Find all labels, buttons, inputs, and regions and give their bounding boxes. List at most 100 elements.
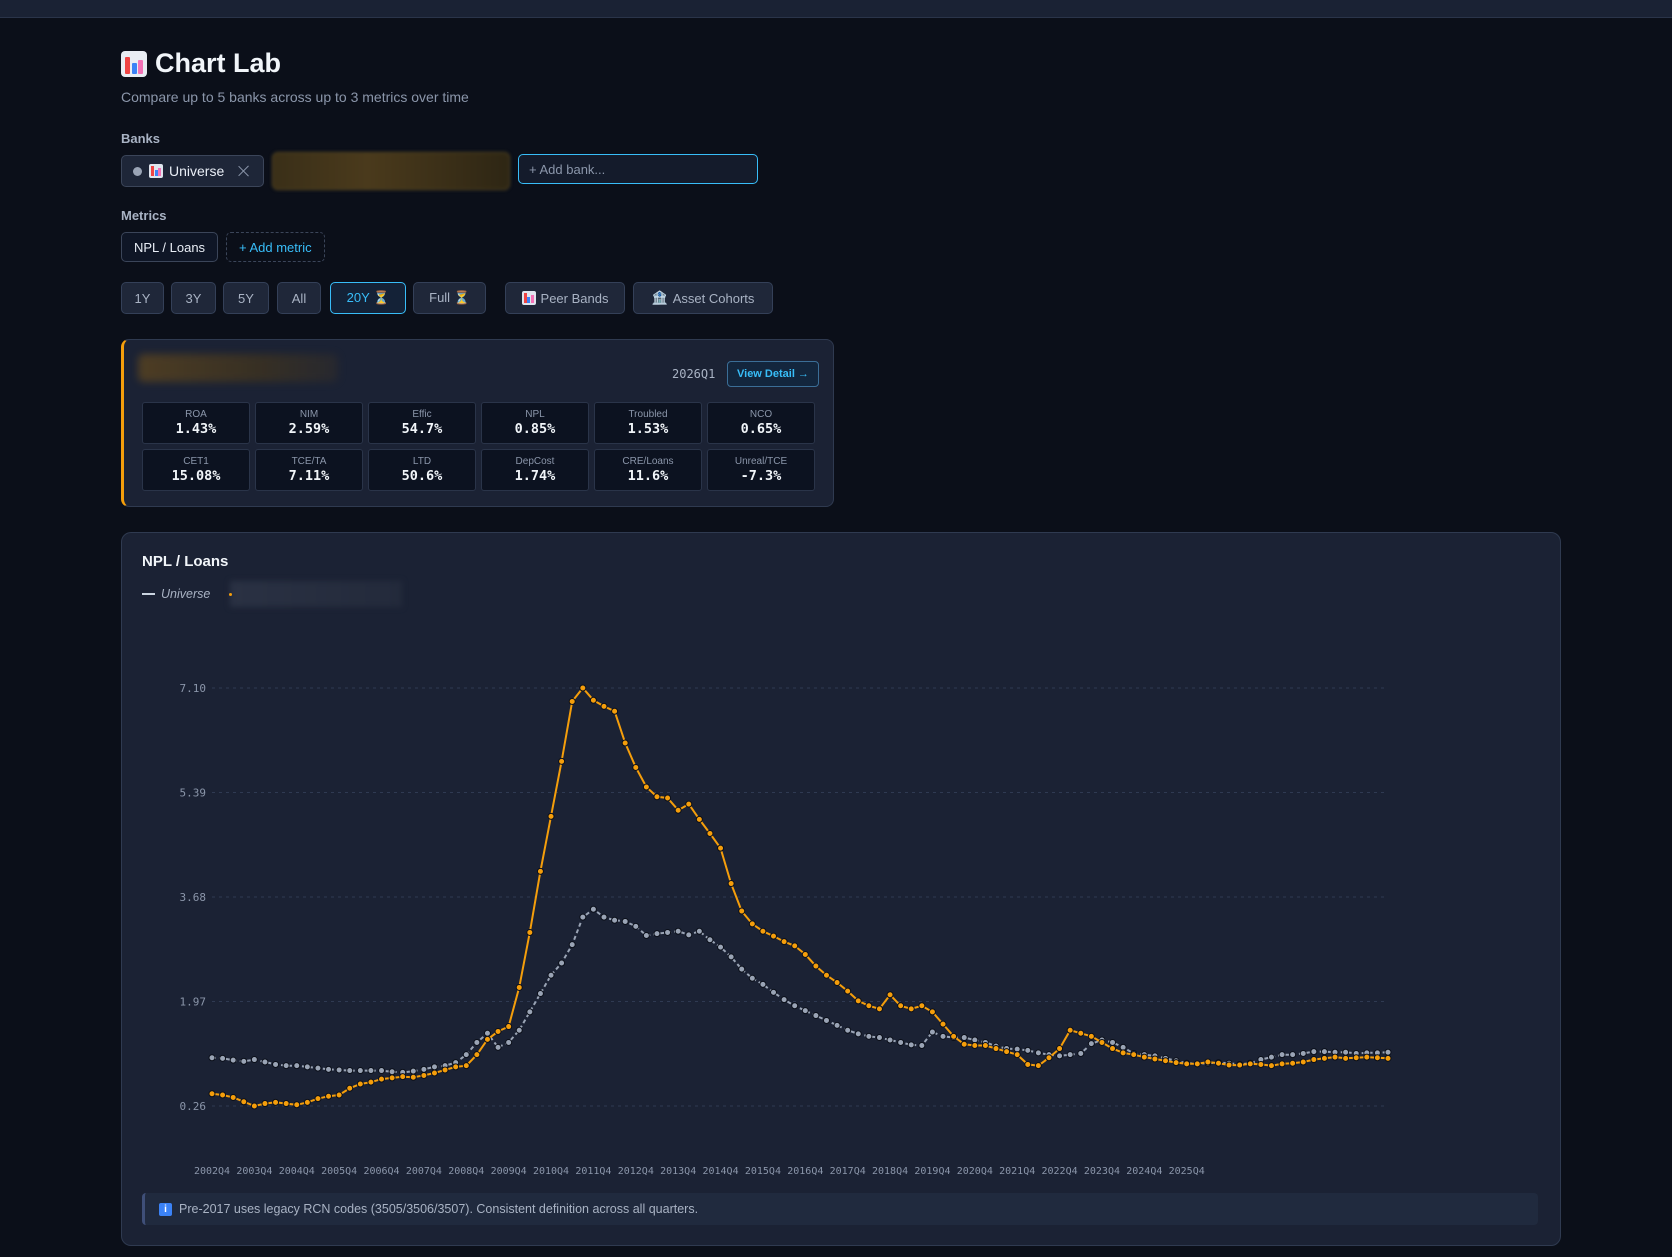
data-point[interactable] bbox=[420, 1065, 428, 1073]
data-point[interactable] bbox=[907, 1041, 915, 1049]
data-point[interactable] bbox=[250, 1056, 258, 1064]
data-point[interactable] bbox=[875, 1034, 883, 1042]
data-point[interactable] bbox=[568, 941, 576, 949]
data-point[interactable] bbox=[462, 1051, 470, 1059]
data-point[interactable] bbox=[759, 980, 767, 988]
data-point[interactable] bbox=[452, 1063, 460, 1071]
data-point[interactable] bbox=[632, 763, 640, 771]
data-point[interactable] bbox=[770, 988, 778, 996]
data-point[interactable] bbox=[1225, 1061, 1233, 1069]
data-point[interactable] bbox=[272, 1060, 280, 1068]
data-point[interactable] bbox=[918, 1042, 926, 1049]
data-point[interactable] bbox=[1045, 1054, 1053, 1062]
data-point[interactable] bbox=[282, 1100, 290, 1108]
data-point[interactable] bbox=[812, 962, 820, 970]
data-point[interactable] bbox=[505, 1038, 513, 1046]
data-point[interactable] bbox=[1246, 1060, 1254, 1068]
data-point[interactable] bbox=[526, 928, 534, 936]
data-point[interactable] bbox=[897, 1038, 905, 1046]
data-point[interactable] bbox=[695, 927, 703, 935]
data-point[interactable] bbox=[1342, 1054, 1350, 1062]
data-point[interactable] bbox=[1342, 1048, 1350, 1056]
data-point[interactable] bbox=[960, 1034, 968, 1042]
data-point[interactable] bbox=[1066, 1026, 1074, 1034]
data-point[interactable] bbox=[833, 1021, 841, 1029]
data-point[interactable] bbox=[261, 1058, 269, 1066]
data-point[interactable] bbox=[770, 932, 778, 940]
data-point[interactable] bbox=[928, 1008, 936, 1016]
data-point[interactable] bbox=[505, 1023, 513, 1031]
data-point[interactable] bbox=[1299, 1058, 1307, 1066]
data-point[interactable] bbox=[579, 684, 587, 692]
data-point[interactable] bbox=[589, 696, 597, 704]
data-point[interactable] bbox=[653, 930, 661, 938]
data-point[interactable] bbox=[642, 783, 650, 791]
data-point[interactable] bbox=[589, 905, 597, 913]
data-point[interactable] bbox=[547, 812, 555, 820]
data-point[interactable] bbox=[1352, 1054, 1360, 1062]
data-point[interactable] bbox=[886, 1036, 894, 1044]
data-point[interactable] bbox=[1087, 1032, 1095, 1040]
data-point[interactable] bbox=[600, 702, 608, 710]
data-point[interactable] bbox=[875, 1005, 883, 1013]
data-point[interactable] bbox=[219, 1091, 227, 1099]
data-point[interactable] bbox=[865, 1032, 873, 1040]
data-point[interactable] bbox=[303, 1063, 311, 1071]
data-point[interactable] bbox=[1034, 1049, 1042, 1057]
data-point[interactable] bbox=[473, 1051, 481, 1059]
range-20y-button[interactable]: 20Y ⏳ bbox=[330, 282, 406, 314]
data-point[interactable] bbox=[833, 979, 841, 987]
range-5y-button[interactable]: 5Y bbox=[223, 282, 269, 314]
data-point[interactable] bbox=[240, 1057, 248, 1065]
data-point[interactable] bbox=[1320, 1054, 1328, 1062]
data-point[interactable] bbox=[303, 1098, 311, 1106]
data-point[interactable] bbox=[801, 950, 809, 958]
close-icon[interactable] bbox=[238, 165, 250, 177]
data-point[interactable] bbox=[378, 1075, 386, 1083]
data-point[interactable] bbox=[208, 1090, 216, 1098]
data-point[interactable] bbox=[409, 1067, 417, 1075]
data-point[interactable] bbox=[1320, 1048, 1328, 1056]
add-metric-button[interactable]: + Add metric bbox=[226, 232, 325, 262]
data-point[interactable] bbox=[971, 1042, 979, 1049]
data-point[interactable] bbox=[1384, 1048, 1392, 1056]
data-point[interactable] bbox=[568, 697, 576, 705]
data-point[interactable] bbox=[780, 938, 788, 946]
metric-chip-npl-loans[interactable]: NPL / Loans bbox=[121, 232, 219, 262]
data-point[interactable] bbox=[642, 932, 650, 939]
data-point[interactable] bbox=[515, 1026, 523, 1034]
data-point[interactable] bbox=[791, 1002, 799, 1010]
data-point[interactable] bbox=[886, 991, 894, 999]
data-point[interactable] bbox=[325, 1065, 333, 1073]
data-point[interactable] bbox=[314, 1095, 322, 1103]
data-point[interactable] bbox=[1193, 1060, 1201, 1068]
data-point[interactable] bbox=[272, 1098, 280, 1106]
data-point[interactable] bbox=[282, 1062, 290, 1070]
data-point[interactable] bbox=[727, 880, 735, 888]
data-point[interactable] bbox=[1384, 1054, 1392, 1062]
data-point[interactable] bbox=[685, 800, 693, 808]
data-point[interactable] bbox=[1278, 1060, 1286, 1068]
data-point[interactable] bbox=[240, 1098, 248, 1106]
data-point[interactable] bbox=[844, 1026, 852, 1034]
data-point[interactable] bbox=[791, 942, 799, 950]
data-point[interactable] bbox=[335, 1066, 343, 1074]
data-point[interactable] bbox=[738, 965, 746, 973]
data-point[interactable] bbox=[632, 922, 640, 930]
line-chart[interactable]: 0.26 1.97 3.68 5.39 7.10 2002Q4 2003Q4 2004Q4 20… bbox=[122, 533, 1562, 1183]
data-point[interactable] bbox=[1087, 1040, 1095, 1048]
asset-cohorts-button[interactable]: 🏦 Asset Cohorts bbox=[633, 282, 773, 314]
data-point[interactable] bbox=[483, 1035, 491, 1043]
data-point[interactable] bbox=[621, 917, 629, 925]
data-point[interactable] bbox=[1257, 1060, 1265, 1068]
data-point[interactable] bbox=[844, 987, 852, 995]
peer-bands-button[interactable]: Peer Bands bbox=[505, 282, 625, 314]
data-point[interactable] bbox=[780, 996, 788, 1004]
data-point[interactable] bbox=[399, 1073, 407, 1081]
data-point[interactable] bbox=[939, 1020, 947, 1028]
data-point[interactable] bbox=[1119, 1049, 1127, 1057]
range-all-button[interactable]: All bbox=[277, 282, 321, 314]
data-point[interactable] bbox=[717, 844, 725, 852]
data-point[interactable] bbox=[526, 1008, 534, 1016]
data-point[interactable] bbox=[293, 1062, 301, 1070]
